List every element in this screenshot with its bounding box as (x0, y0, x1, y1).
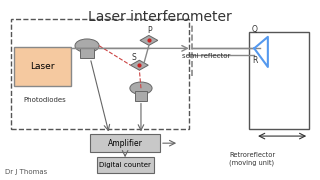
Text: Photodiodes: Photodiodes (24, 97, 66, 103)
Text: Laser: Laser (30, 62, 55, 71)
Text: S: S (132, 53, 136, 62)
Polygon shape (140, 35, 158, 45)
Text: Retroreflector
(moving unit): Retroreflector (moving unit) (229, 152, 275, 166)
Text: Digital counter: Digital counter (99, 162, 151, 168)
Text: Amplifier: Amplifier (108, 139, 142, 148)
Text: R: R (252, 56, 257, 65)
Text: Laser interferometer: Laser interferometer (88, 10, 232, 24)
Text: semi reflector: semi reflector (182, 53, 231, 59)
Text: Dr J Thomas: Dr J Thomas (4, 169, 47, 175)
Text: Q: Q (252, 24, 258, 33)
FancyBboxPatch shape (14, 48, 71, 86)
Text: P: P (147, 26, 152, 35)
FancyBboxPatch shape (80, 48, 94, 58)
FancyBboxPatch shape (135, 91, 147, 101)
FancyBboxPatch shape (90, 134, 160, 152)
Polygon shape (131, 60, 148, 70)
Circle shape (75, 39, 99, 52)
FancyBboxPatch shape (97, 157, 154, 173)
Circle shape (130, 82, 152, 94)
